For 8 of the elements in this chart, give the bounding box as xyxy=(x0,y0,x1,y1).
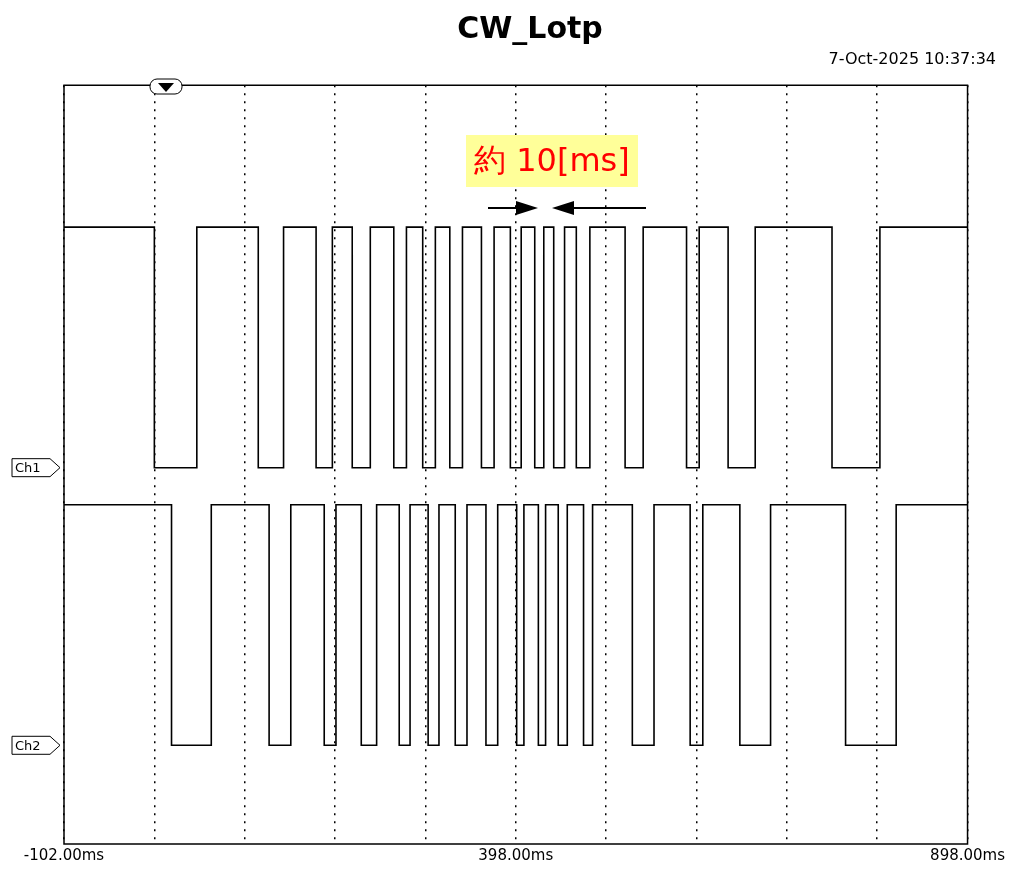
text: Ch2 xyxy=(15,737,41,753)
text: Ch1 xyxy=(15,460,41,476)
x-tick-label: -102.00ms xyxy=(23,845,105,864)
x-tick-label: 898.00ms xyxy=(930,845,1006,864)
chart-subtitle: 7-Oct-2025 10:37:34 xyxy=(828,48,996,68)
text: 約 10[ms] xyxy=(466,135,638,187)
chart-title: CW_Lotp xyxy=(457,9,603,45)
x-tick-label: 398.00ms xyxy=(478,845,554,864)
